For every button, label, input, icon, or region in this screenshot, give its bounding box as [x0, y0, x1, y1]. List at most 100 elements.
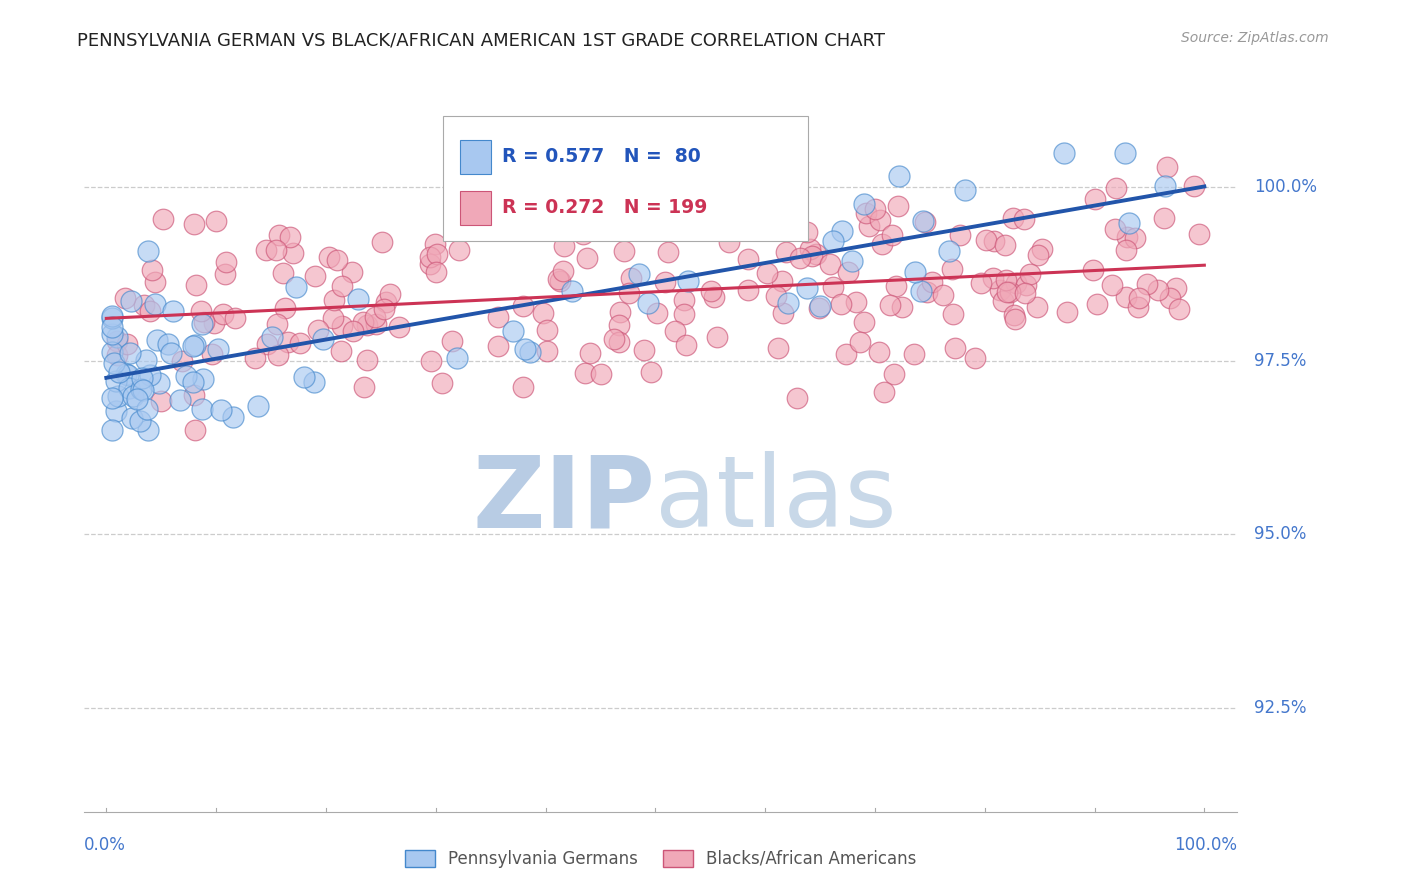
Point — [101, 391, 124, 405]
Point — [169, 392, 191, 407]
Point — [1167, 302, 1189, 317]
Point — [101, 310, 124, 325]
Point — [183, 339, 205, 353]
Point — [221, 409, 243, 424]
Point — [326, 253, 349, 268]
Point — [330, 318, 353, 333]
Point — [993, 238, 1015, 252]
Point — [201, 347, 224, 361]
Text: R = 0.272   N = 199: R = 0.272 N = 199 — [502, 198, 707, 218]
Point — [737, 284, 759, 298]
Point — [1182, 179, 1205, 194]
Point — [823, 235, 845, 249]
Point — [519, 345, 541, 359]
Point — [915, 285, 938, 299]
Text: ZIP: ZIP — [472, 451, 655, 548]
Point — [830, 297, 852, 311]
Point — [105, 329, 128, 343]
Point — [373, 301, 395, 316]
Point — [512, 299, 534, 313]
Point — [307, 323, 329, 337]
Point — [664, 324, 686, 338]
Point — [536, 343, 558, 358]
Legend: Pennsylvania Germans, Blacks/African Americans: Pennsylvania Germans, Blacks/African Ame… — [398, 843, 924, 874]
Point — [260, 330, 283, 344]
Point — [1004, 308, 1026, 322]
Point — [115, 337, 138, 351]
Text: 92.5%: 92.5% — [1254, 698, 1306, 716]
Text: 100.0%: 100.0% — [1254, 178, 1317, 196]
Point — [446, 351, 468, 365]
Point — [796, 225, 818, 239]
Point — [678, 274, 700, 288]
Point — [312, 332, 335, 346]
Point — [1002, 211, 1025, 225]
Point — [426, 246, 449, 260]
Point — [607, 318, 630, 332]
Point — [322, 311, 344, 326]
Point — [1126, 300, 1149, 314]
Point — [800, 249, 823, 263]
Point — [366, 317, 388, 331]
Point — [101, 327, 124, 342]
Point — [675, 337, 697, 351]
Point — [673, 307, 696, 321]
Point — [117, 368, 139, 382]
Point — [160, 346, 183, 360]
Point — [879, 298, 901, 312]
Point — [855, 205, 877, 219]
Point — [375, 294, 398, 309]
Point — [647, 306, 669, 320]
Point — [628, 267, 651, 281]
Point — [706, 330, 728, 344]
Point — [127, 392, 149, 406]
Point — [353, 380, 375, 394]
Point — [425, 237, 447, 252]
Point — [215, 255, 238, 269]
Point — [938, 244, 960, 258]
Point — [513, 342, 536, 356]
Point — [765, 289, 787, 303]
Point — [323, 293, 346, 307]
Point — [1053, 145, 1076, 160]
Point — [352, 315, 374, 329]
Point — [870, 236, 893, 251]
Point — [1123, 231, 1146, 245]
Point — [183, 218, 205, 232]
Point — [983, 234, 1005, 248]
Point — [131, 371, 153, 385]
Point — [591, 368, 613, 382]
Point — [356, 352, 378, 367]
Point — [695, 220, 717, 235]
Point — [799, 242, 821, 256]
Point — [202, 316, 225, 330]
Point — [775, 245, 797, 260]
Point — [1004, 311, 1026, 326]
Point — [256, 336, 278, 351]
Point — [1012, 212, 1035, 227]
Point — [131, 383, 153, 397]
Point — [356, 318, 378, 332]
Point — [703, 290, 725, 304]
Point — [172, 354, 194, 368]
Point — [290, 336, 312, 351]
Point — [991, 294, 1014, 309]
Point — [786, 392, 808, 406]
Point — [224, 310, 246, 325]
Point — [1084, 192, 1107, 206]
Point — [998, 285, 1021, 299]
Point — [120, 293, 142, 308]
Point — [672, 293, 695, 307]
Point — [190, 401, 212, 416]
Point — [1115, 290, 1137, 304]
Point — [548, 274, 571, 288]
Point — [138, 304, 160, 318]
Point — [281, 245, 304, 260]
Point — [148, 376, 170, 390]
Point — [152, 212, 174, 227]
Point — [904, 265, 927, 279]
Point — [1115, 230, 1137, 244]
Point — [145, 333, 167, 347]
Point — [619, 285, 641, 300]
Point — [945, 341, 967, 355]
